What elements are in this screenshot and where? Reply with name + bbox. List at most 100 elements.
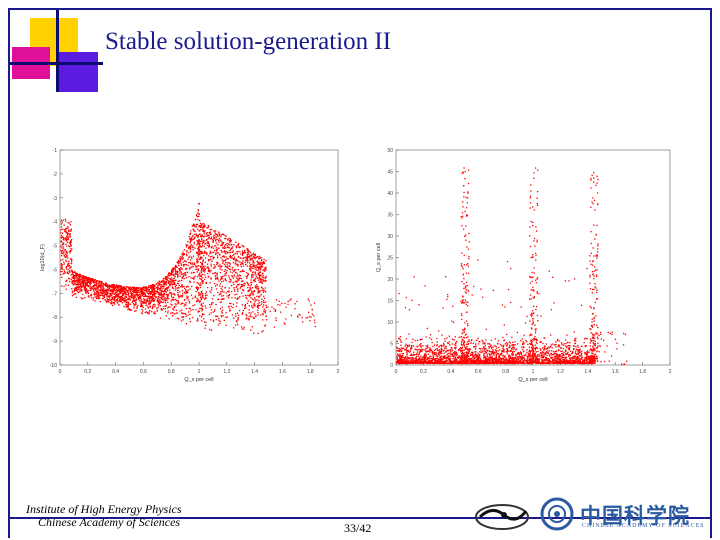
scatter-point [215,230,217,232]
scatter-point [108,285,110,287]
scatter-point [231,272,233,274]
scatter-point [203,321,206,323]
scatter-point [202,280,204,282]
scatter-point [422,360,425,362]
scatter-point [258,291,260,293]
scatter-point [66,252,68,255]
scatter-point [177,262,179,265]
scatter-point [236,253,238,255]
scatter-point [209,306,211,308]
y-tick-label: 30 [387,234,393,240]
scatter-point [83,284,85,286]
scatter-point [116,294,118,297]
scatter-point [238,283,240,285]
scatter-point [204,251,206,253]
scatter-point [235,286,237,288]
scatter-point [235,315,237,317]
scatter-point [467,355,469,357]
scatter-point [87,295,90,297]
scatter-point [285,318,287,320]
scatter-point [109,285,111,287]
scatter-point [486,359,489,362]
scatter-point [133,300,135,302]
scatter-point [162,283,165,286]
scatter-point [283,322,285,324]
scatter-point [135,298,138,300]
scatter-point [139,293,141,295]
scatter-point [577,362,580,364]
scatter-point [172,268,175,270]
scatter-point [512,348,515,350]
scatter-point [126,301,129,303]
scatter-point [150,286,152,288]
scatter-point [94,295,96,297]
scatter-point [191,262,194,264]
scatter-point [167,286,170,289]
scatter-point [132,288,134,291]
scatter-point [171,286,174,288]
scatter-point [78,278,80,280]
scatter-point [67,221,69,224]
scatter-point [265,290,267,293]
scatter-point [258,262,260,264]
scatter-point [224,269,227,271]
scatter-point [546,358,549,360]
scatter-point [143,286,145,289]
scatter-point [538,361,540,363]
scatter-point [215,236,217,238]
scatter-point [196,226,198,228]
scatter-point [577,353,580,355]
scatter-point [190,251,192,253]
scatter-point [113,293,115,295]
scatter-point [435,344,438,347]
scatter-point [512,359,514,361]
scatter-point [413,351,415,353]
scatter-point [122,299,124,301]
scatter-point [221,289,224,291]
scatter-point [190,262,192,264]
scatter-point [229,249,231,252]
scatter-point [233,253,235,256]
scatter-point [151,290,153,292]
scatter-point [407,358,409,360]
scatter-point [180,257,183,259]
scatter-point [453,359,455,361]
scatter-point [262,301,265,303]
scatter-point [435,360,437,362]
scatter-point [240,277,242,280]
scatter-point [136,295,138,297]
scatter-point [147,299,149,302]
scatter-point [404,357,406,359]
scatter-point [133,297,136,299]
scatter-point [233,270,235,272]
scatter-point [194,247,196,249]
scatter-point [258,304,260,307]
scatter-point [182,253,184,255]
scatter-point [70,250,72,252]
scatter-point [107,290,109,292]
scatter-point [417,353,419,356]
scatter-point [149,302,151,304]
scatter-point [274,310,277,312]
scatter-point [64,270,66,273]
scatter-point [188,247,190,249]
scatter-point [256,255,258,258]
scatter-point [82,285,84,287]
scatter-point [153,295,156,297]
scatter-point [221,242,223,244]
scatter-point [202,266,204,269]
scatter-point [408,333,410,335]
scatter-point [468,362,471,365]
scatter-point [205,247,207,249]
scatter-point [231,290,233,293]
scatter-point [561,350,563,353]
scatter-point [152,286,155,288]
scatter-point [148,288,151,291]
scatter-point [296,300,298,303]
scatter-point [153,294,155,296]
scatter-point [558,344,561,346]
scatter-point [453,354,455,356]
scatter-point [197,218,199,221]
scatter-point [497,359,499,361]
scatter-point [164,308,167,310]
